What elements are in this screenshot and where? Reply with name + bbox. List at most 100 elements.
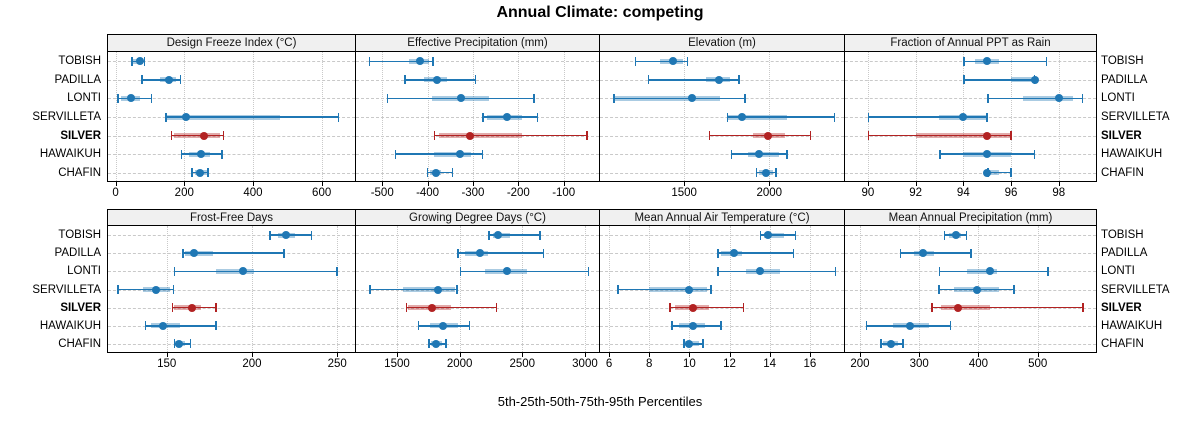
gridline-v bbox=[427, 52, 429, 181]
panel-effective-precipitation bbox=[355, 51, 600, 182]
panel-strip-frost-free-days: Frost-Free Days bbox=[107, 209, 356, 226]
whisker-cap-high bbox=[207, 168, 209, 178]
median-dot bbox=[763, 131, 772, 140]
median-dot bbox=[918, 249, 927, 258]
x-tick-label: 200 bbox=[242, 358, 262, 370]
whisker-cap-low bbox=[938, 266, 941, 276]
percentile-whisker bbox=[488, 234, 541, 236]
x-tick-label: 12 bbox=[723, 358, 736, 370]
site-label-right-tobish: TOBISH bbox=[1101, 229, 1144, 242]
whisker-cap-high bbox=[1033, 149, 1036, 159]
x-axis-tick bbox=[337, 353, 339, 357]
x-axis-tick bbox=[472, 182, 474, 186]
gridline-v bbox=[337, 226, 339, 352]
x-tick-label: 6 bbox=[605, 358, 613, 370]
whisker-cap-low bbox=[386, 93, 389, 103]
median-dot bbox=[687, 94, 696, 103]
x-tick-label: -100 bbox=[552, 187, 576, 199]
whisker-cap-low bbox=[867, 131, 870, 141]
median-dot bbox=[1054, 94, 1063, 103]
x-axis-tick bbox=[166, 353, 168, 357]
median-dot bbox=[985, 267, 994, 276]
x-tick-label: 600 bbox=[312, 187, 332, 199]
x-tick-label: -200 bbox=[506, 187, 530, 199]
gridline-v bbox=[729, 226, 731, 352]
site-label-right-silver: SILVER bbox=[1101, 301, 1142, 314]
gridline-v bbox=[522, 226, 524, 352]
whisker-cap-low bbox=[726, 112, 729, 122]
x-axis-tick bbox=[769, 182, 771, 186]
site-label-left-servilleta: SERVILLETA bbox=[32, 111, 101, 123]
median-dot bbox=[738, 113, 746, 121]
x-tick-label: 2000 bbox=[756, 187, 783, 199]
gridline-h bbox=[600, 61, 844, 63]
percentile-whisker bbox=[963, 79, 1035, 81]
whisker-cap-low bbox=[708, 131, 711, 141]
x-axis-tick bbox=[427, 182, 429, 186]
panel-strip-mean-annual-air-temperature: Mean Annual Air Temperature (°C) bbox=[599, 209, 845, 226]
site-label-right-lonti: LONTI bbox=[1101, 92, 1135, 105]
gridline-h bbox=[845, 172, 1096, 174]
median-dot bbox=[973, 285, 982, 294]
percentile-whisker bbox=[899, 252, 972, 254]
x-tick-label: 1500 bbox=[384, 358, 410, 370]
whisker-cap-low bbox=[938, 285, 940, 294]
x-axis-tick bbox=[1011, 182, 1013, 186]
whisker-cap-high bbox=[542, 248, 545, 258]
whisker-cap-high bbox=[481, 149, 484, 159]
gridline-v bbox=[919, 226, 921, 352]
whisker-cap-low bbox=[117, 285, 119, 294]
percentile-whisker bbox=[759, 234, 796, 236]
whisker-cap-low bbox=[963, 75, 965, 85]
gridline-v bbox=[472, 52, 474, 181]
gridline-h bbox=[356, 117, 599, 118]
median-dot bbox=[433, 75, 442, 84]
whisker-cap-high bbox=[179, 75, 182, 85]
x-tick-label: 400 bbox=[968, 358, 989, 370]
median-dot bbox=[886, 339, 895, 348]
median-dot bbox=[959, 113, 968, 121]
whisker-cap-low bbox=[394, 149, 397, 159]
gridline-h bbox=[845, 325, 1096, 327]
whisker-cap-high bbox=[1045, 56, 1048, 66]
site-label-left-tobish: TOBISH bbox=[58, 55, 101, 68]
site-label-right-silver: SILVER bbox=[1101, 129, 1142, 142]
site-label-left-tobish: TOBISH bbox=[58, 229, 101, 242]
site-label-left-chafin: CHAFIN bbox=[58, 166, 101, 179]
median-dot bbox=[465, 131, 474, 140]
median-dot bbox=[503, 113, 512, 121]
median-dot bbox=[415, 57, 424, 66]
whisker-cap-low bbox=[173, 266, 175, 276]
median-dot bbox=[135, 57, 144, 66]
x-tick-label: 14 bbox=[763, 358, 777, 370]
percentile-whisker bbox=[433, 134, 588, 137]
x-tick-label: 150 bbox=[157, 358, 177, 370]
gridline-h bbox=[108, 79, 355, 81]
gridline-h bbox=[108, 154, 355, 156]
x-axis-tick bbox=[459, 353, 461, 357]
whisker-cap-high bbox=[495, 303, 498, 313]
whisker-cap-high bbox=[222, 131, 225, 141]
median-dot bbox=[1030, 75, 1039, 84]
whisker-cap-low bbox=[404, 75, 406, 85]
percentile-whisker bbox=[634, 60, 688, 63]
whisker-cap-low bbox=[617, 285, 619, 294]
x-axis-tick bbox=[867, 182, 869, 186]
gridline-v bbox=[1058, 52, 1060, 181]
x-tick-label: -500 bbox=[370, 187, 394, 199]
whisker-cap-low bbox=[647, 75, 650, 85]
median-dot bbox=[127, 94, 136, 103]
x-tick-label: 400 bbox=[243, 187, 263, 199]
whisker-cap-low bbox=[433, 131, 436, 141]
gridline-h bbox=[600, 154, 844, 156]
whisker-cap-high bbox=[1010, 131, 1012, 141]
whisker-cap-low bbox=[368, 56, 371, 66]
x-axis-tick bbox=[252, 182, 254, 186]
percentile-whisker bbox=[683, 343, 704, 345]
whisker-cap-high bbox=[468, 321, 471, 331]
percentile-whisker bbox=[117, 288, 174, 291]
x-axis-tick bbox=[522, 353, 524, 357]
median-dot bbox=[954, 303, 963, 312]
percentile-whisker bbox=[459, 270, 589, 273]
